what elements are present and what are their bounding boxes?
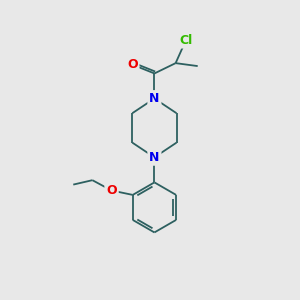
Text: N: N <box>149 151 160 164</box>
Text: Cl: Cl <box>179 34 193 47</box>
Text: N: N <box>149 92 160 105</box>
Text: O: O <box>127 58 138 71</box>
Text: O: O <box>106 184 117 197</box>
